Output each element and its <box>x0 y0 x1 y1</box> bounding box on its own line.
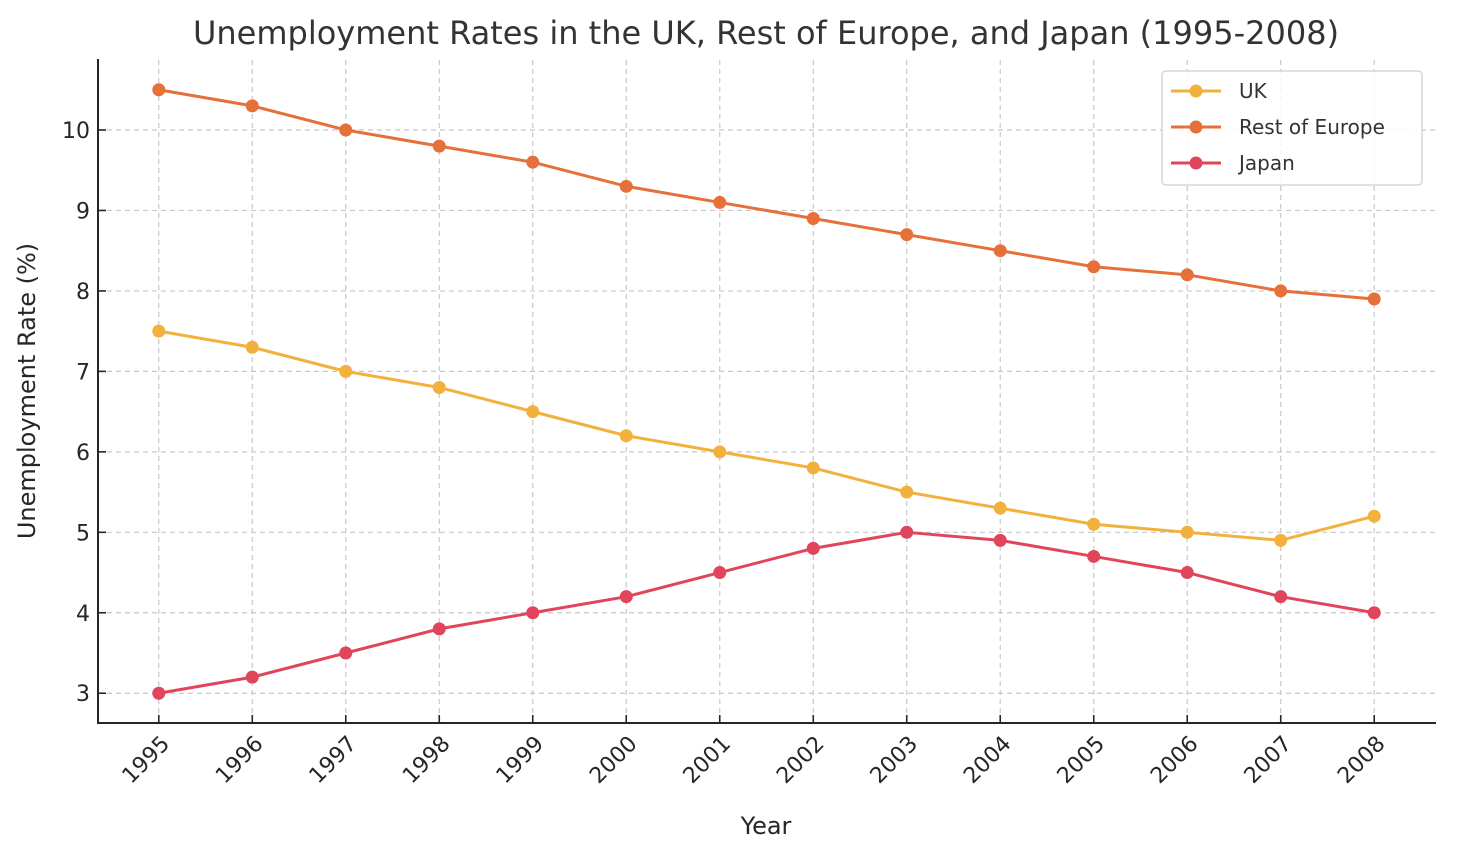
y-tick-label: 5 <box>76 521 90 546</box>
data-point-uk <box>1087 517 1101 531</box>
y-tick-label: 10 <box>62 119 90 144</box>
legend-entry-uk: UK <box>1171 79 1268 103</box>
data-point-uk <box>713 445 727 459</box>
data-point-uk <box>152 324 166 338</box>
data-point-japan <box>806 541 820 555</box>
data-point-rest-of-europe <box>1367 292 1381 306</box>
data-point-rest-of-europe <box>1180 268 1194 282</box>
x-tick-label: 2002 <box>772 732 829 789</box>
y-axis-label: Unemployment Rate (%) <box>13 243 41 539</box>
legend-label: Japan <box>1237 151 1295 175</box>
x-tick-label: 1997 <box>305 732 362 789</box>
data-point-rest-of-europe <box>806 212 820 226</box>
y-tick-label: 7 <box>76 360 90 385</box>
x-tick-label: 2004 <box>959 732 1016 789</box>
data-point-rest-of-europe <box>993 244 1007 258</box>
data-point-rest-of-europe <box>245 99 259 113</box>
legend-marker-icon <box>1189 156 1203 170</box>
x-ticks: 1995 1996 1997 1998 1999 2000 2001 2002 2003 2004… <box>118 715 1390 789</box>
x-tick-label: 2005 <box>1053 732 1110 789</box>
series-uk <box>152 324 1381 547</box>
x-tick-label: 1995 <box>118 732 175 789</box>
legend-label: Rest of Europe <box>1239 115 1385 139</box>
data-point-japan <box>713 566 727 580</box>
data-point-japan <box>526 606 540 620</box>
x-tick-label: 2007 <box>1240 732 1297 789</box>
data-point-rest-of-europe <box>339 123 353 137</box>
data-point-rest-of-europe <box>152 83 166 97</box>
data-point-japan <box>1274 590 1288 604</box>
data-point-rest-of-europe <box>432 139 446 153</box>
x-tick-label: 2006 <box>1146 732 1203 789</box>
data-point-uk <box>339 364 353 378</box>
data-point-uk <box>432 380 446 394</box>
data-point-uk <box>1180 525 1194 539</box>
legend-marker-icon <box>1189 120 1203 134</box>
y-ticks: 3 4 5 6 7 8 9 10 <box>62 119 106 707</box>
data-point-japan <box>152 686 166 700</box>
data-point-rest-of-europe <box>1274 284 1288 298</box>
data-point-uk <box>619 429 633 443</box>
data-point-uk <box>245 340 259 354</box>
legend: UK Rest of Europe Japan <box>1161 70 1423 186</box>
data-point-japan <box>432 622 446 636</box>
legend-frame <box>1161 70 1423 186</box>
series-rest-of-europe <box>152 83 1381 306</box>
x-tick-label: 2003 <box>866 732 923 789</box>
y-tick-label: 6 <box>76 441 90 466</box>
data-point-uk <box>806 461 820 475</box>
data-point-uk <box>1274 533 1288 547</box>
data-point-japan <box>900 525 914 539</box>
data-point-rest-of-europe <box>713 195 727 209</box>
data-point-uk <box>526 405 540 419</box>
x-tick-label: 1998 <box>398 732 455 789</box>
data-point-japan <box>245 670 259 684</box>
data-point-japan <box>619 590 633 604</box>
series-line-japan <box>158 530 1375 695</box>
data-point-japan <box>1367 606 1381 620</box>
legend-label: UK <box>1239 79 1268 103</box>
y-tick-label: 4 <box>76 602 90 627</box>
chart-title: Unemployment Rates in the UK, Rest of Eu… <box>193 14 1339 52</box>
data-point-rest-of-europe <box>1087 260 1101 274</box>
data-point-japan <box>1180 566 1194 580</box>
data-point-rest-of-europe <box>526 155 540 169</box>
y-tick-label: 8 <box>76 280 90 305</box>
legend-marker-icon <box>1189 84 1203 98</box>
y-tick-label: 9 <box>76 199 90 224</box>
legend-entry-rest-of-europe: Rest of Europe <box>1171 115 1385 139</box>
data-point-japan <box>993 533 1007 547</box>
x-tick-label: 2008 <box>1333 732 1390 789</box>
series-line-rest-of-europe <box>158 88 1375 301</box>
x-tick-label: 2000 <box>585 732 642 789</box>
x-tick-label: 2001 <box>679 732 736 789</box>
series-layer <box>152 83 1381 700</box>
series-line-uk <box>158 329 1375 542</box>
data-point-japan <box>1087 549 1101 563</box>
x-tick-label: 1996 <box>211 732 268 789</box>
series-japan <box>152 525 1381 700</box>
data-point-uk <box>1367 509 1381 523</box>
data-point-rest-of-europe <box>619 179 633 193</box>
data-point-japan <box>339 646 353 660</box>
legend-entry-japan: Japan <box>1171 151 1295 175</box>
data-point-uk <box>993 501 1007 515</box>
data-point-rest-of-europe <box>900 228 914 242</box>
x-tick-label: 1999 <box>492 732 549 789</box>
x-axis-label: Year <box>740 812 792 840</box>
y-tick-label: 3 <box>76 682 90 707</box>
data-point-uk <box>900 485 914 499</box>
